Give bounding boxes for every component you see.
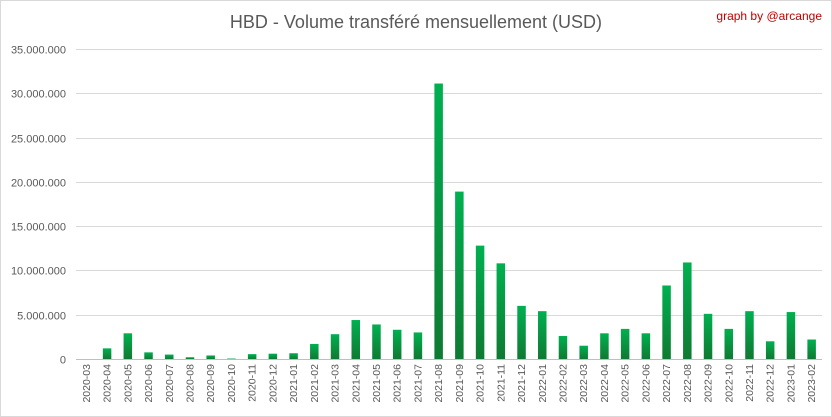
chart-title: HBD - Volume transféré mensuellement (US…	[229, 12, 603, 32]
x-tick-label: 2022-04	[599, 364, 611, 403]
x-tick-label: 2020-11	[247, 364, 259, 402]
x-tick-label: 2021-11	[495, 364, 507, 402]
bar-2022-08	[683, 262, 692, 359]
x-tick-label: 2023-02	[806, 364, 818, 403]
bar-2021-12	[517, 305, 526, 359]
x-tick-label: 2022-01	[537, 364, 549, 403]
bar-2021-01	[289, 353, 298, 359]
x-tick-label: 2022-11	[744, 364, 756, 402]
bar-2020-10	[227, 358, 236, 360]
bar-2021-06	[392, 329, 402, 359]
y-tick-label: 35.000.000	[11, 45, 66, 57]
bar-2021-04	[351, 320, 360, 359]
x-tick-label: 2022-09	[703, 364, 715, 403]
y-tick-label: 0	[60, 355, 66, 367]
bar-2020-12	[268, 353, 278, 359]
x-tick-label: 2020-08	[184, 364, 196, 403]
bar-2022-09	[703, 313, 713, 359]
bar-2022-01	[538, 311, 547, 359]
x-tick-label: 2020-07	[164, 364, 176, 403]
x-tick-label: 2022-06	[640, 364, 652, 403]
y-tick-label: 20.000.000	[11, 178, 66, 190]
bar-2020-06	[144, 352, 153, 359]
x-tick-label: 2020-12	[267, 364, 279, 403]
x-tick-label: 2023-01	[785, 364, 797, 403]
bar-2020-11	[247, 354, 257, 359]
x-tick-label: 2021-03	[330, 364, 342, 403]
bar-2020-05	[123, 333, 133, 359]
x-axis: 2020-03 2020-04 2020-05 2020-06 2020-07 2020-…	[81, 364, 818, 403]
bar-2021-05	[372, 324, 381, 359]
x-tick-label: 2022-08	[682, 364, 694, 403]
y-tick-label: 10.000.000	[11, 266, 66, 278]
x-tick-label: 2022-10	[723, 364, 735, 403]
bar-2022-02	[558, 335, 568, 359]
x-tick-label: 2021-04	[350, 364, 362, 403]
x-tick-label: 2021-10	[475, 364, 487, 403]
bar-2020-09	[206, 355, 215, 359]
bars	[102, 83, 816, 360]
x-tick-label: 2020-05	[122, 364, 134, 403]
bar-2020-08	[185, 357, 195, 359]
x-tick-label: 2021-06	[392, 364, 404, 403]
x-tick-label: 2021-01	[288, 364, 300, 403]
bar-2022-03	[579, 345, 588, 359]
bar-2021-09	[455, 191, 464, 359]
bar-2021-03	[330, 334, 340, 359]
bar-2022-04	[600, 333, 609, 359]
chart-credit: graph by @arcange	[716, 9, 822, 23]
x-tick-label: 2021-07	[412, 364, 424, 403]
y-tick-label: 30.000.000	[11, 89, 66, 101]
x-tick-label: 2021-05	[371, 364, 383, 403]
y-tick-label: 15.000.000	[11, 222, 66, 234]
bar-2022-07	[662, 285, 671, 359]
bar-2021-07	[413, 332, 423, 359]
bar-2022-10	[724, 328, 733, 359]
bar-2021-10	[475, 245, 485, 359]
gridlines	[76, 49, 822, 360]
x-tick-label: 2022-05	[620, 364, 632, 403]
bar-2022-12	[765, 341, 775, 359]
bar-2020-07	[165, 354, 174, 359]
x-tick-label: 2020-10	[226, 364, 238, 403]
x-tick-label: 2022-03	[578, 364, 590, 403]
y-tick-label: 25.000.000	[11, 134, 66, 146]
x-tick-label: 2022-12	[765, 364, 777, 403]
x-tick-label: 2022-02	[557, 364, 569, 403]
x-tick-label: 2020-06	[143, 364, 155, 403]
x-tick-label: 2020-04	[102, 364, 114, 403]
bar-2022-05	[620, 328, 630, 359]
y-tick-label: 5.000.000	[17, 311, 66, 323]
bar-2021-11	[496, 263, 506, 359]
bar-2021-02	[310, 343, 319, 359]
bar-2023-02	[807, 339, 816, 359]
bar-2023-01	[786, 312, 796, 359]
x-tick-label: 2021-09	[454, 364, 466, 403]
bar-2022-11	[745, 311, 754, 359]
bar-2021-08	[434, 83, 443, 359]
y-axis: 0 5.000.000 10.000.000 15.000.000 20.000.000…	[11, 45, 66, 367]
x-tick-label: 2020-09	[205, 364, 217, 403]
bar-2020-04	[102, 348, 112, 359]
x-tick-label: 2021-08	[433, 364, 445, 403]
x-tick-label: 2020-03	[81, 364, 93, 403]
bar-2022-06	[641, 333, 651, 359]
x-tick-label: 2022-07	[661, 364, 673, 403]
x-tick-label: 2021-12	[516, 364, 528, 403]
x-tick-label: 2021-02	[309, 364, 321, 403]
